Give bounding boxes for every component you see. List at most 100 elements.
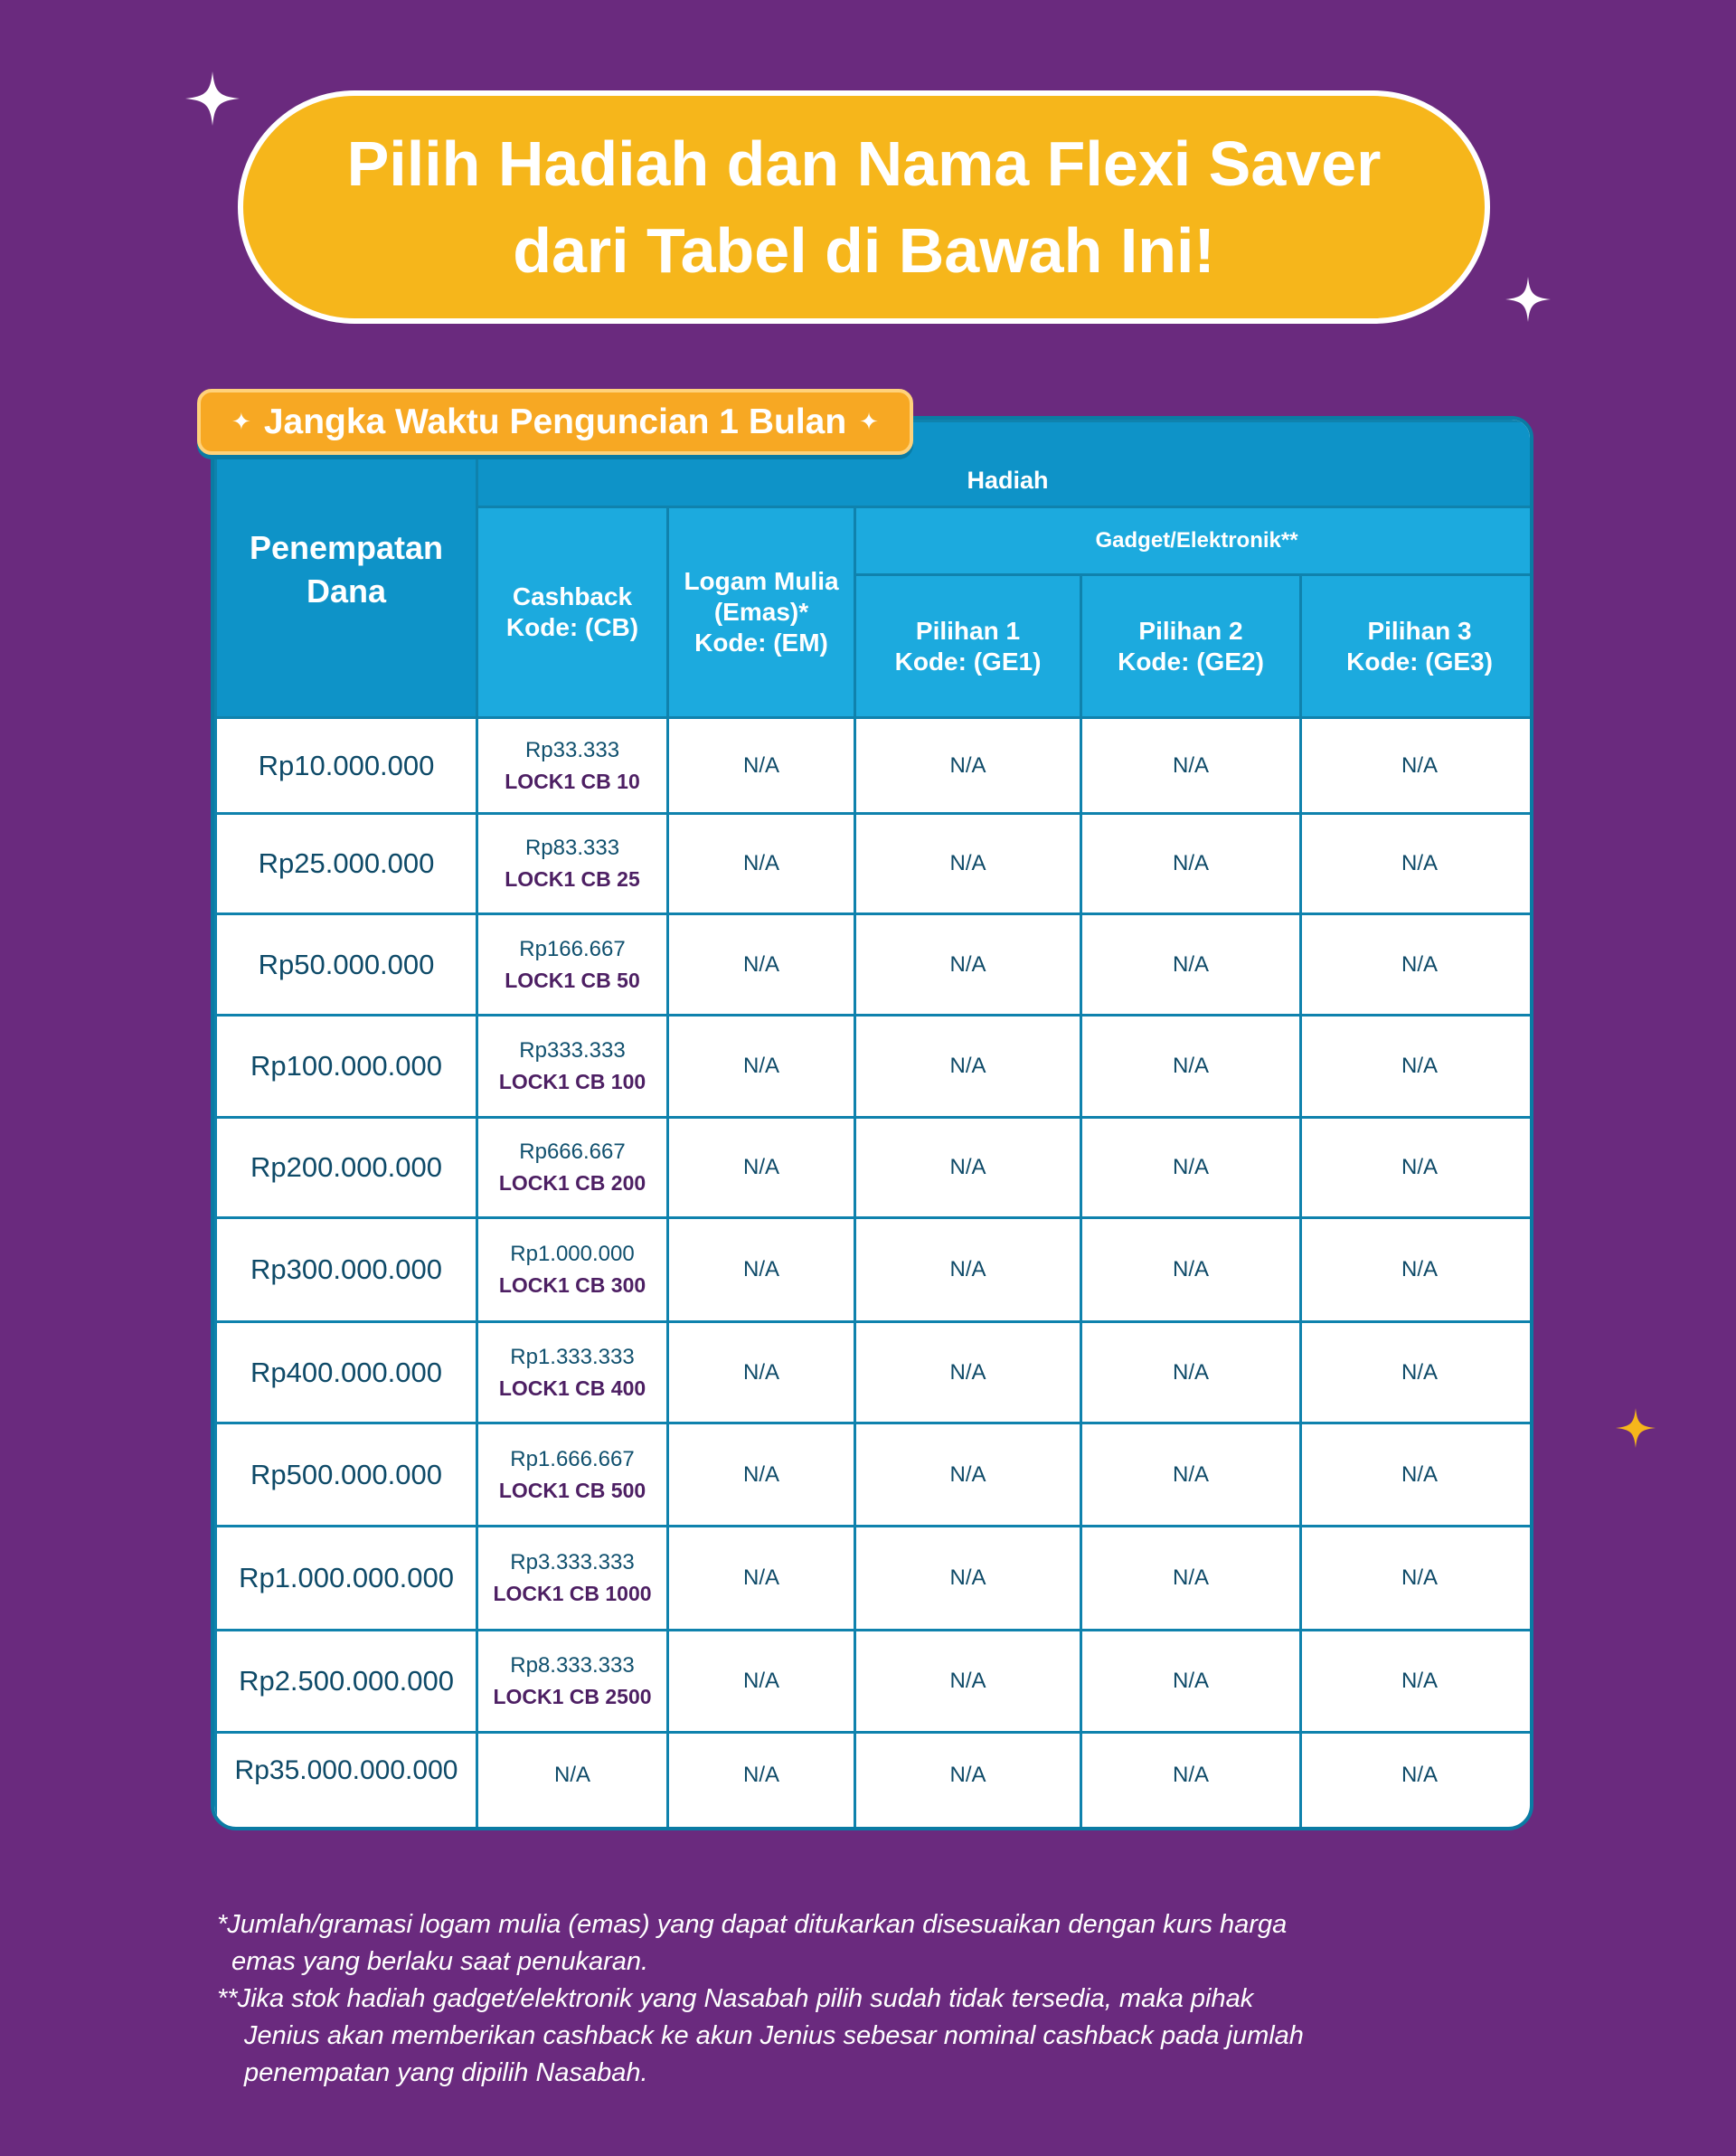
footnotes: *Jumlah/gramasi logam mulia (emas) yang … bbox=[217, 1906, 1501, 2092]
table-row: Rp200.000.000 Rp666.667 LOCK1 CB 200 N/A … bbox=[214, 1116, 1530, 1219]
pilihan-3-cell: N/A bbox=[1298, 1731, 1530, 1827]
pilihan-3-cell: N/A bbox=[1298, 1116, 1530, 1219]
table-row: Rp2.500.000.000 Rp8.333.333 LOCK1 CB 2500… bbox=[214, 1629, 1530, 1734]
logam-mulia-cell: N/A bbox=[666, 913, 856, 1017]
pilihan-1-cell: N/A bbox=[854, 1629, 1082, 1734]
pilihan-3-cell: N/A bbox=[1298, 716, 1530, 815]
pilihan-1-cell: N/A bbox=[854, 1525, 1082, 1631]
pilihan-2-cell: N/A bbox=[1080, 1014, 1302, 1119]
pilihan-3-cell: N/A bbox=[1298, 812, 1530, 915]
pilihan-1-cell: N/A bbox=[854, 1116, 1082, 1219]
header-pilihan-code: Kode: (GE2) bbox=[1118, 647, 1264, 676]
placement-amount: Rp10.000.000 bbox=[214, 716, 478, 815]
placement-amount: Rp2.500.000.000 bbox=[214, 1629, 478, 1734]
header-logam-mulia-label: Logam Mulia bbox=[684, 567, 839, 595]
pilihan-2-cell: N/A bbox=[1080, 716, 1302, 815]
placement-amount: Rp100.000.000 bbox=[214, 1014, 478, 1119]
logam-mulia-cell: N/A bbox=[666, 1014, 856, 1119]
header-pilihan-1: Pilihan 1 Kode: (GE1) bbox=[854, 573, 1082, 719]
header-pilihan-code: Kode: (GE1) bbox=[894, 647, 1042, 676]
pilihan-3-cell: N/A bbox=[1298, 1525, 1530, 1631]
logam-mulia-cell: N/A bbox=[666, 1116, 856, 1219]
cashback-value: Rp1.666.667 bbox=[510, 1446, 635, 1471]
cashback-code: LOCK1 CB 400 bbox=[498, 1376, 646, 1400]
cashback-code: LOCK1 CB 2500 bbox=[493, 1685, 652, 1708]
pilihan-2-cell: N/A bbox=[1080, 1116, 1302, 1219]
page-title-line-1: Pilih Hadiah dan Nama Flexi Saver bbox=[346, 128, 1382, 199]
cashback-code: LOCK1 CB 100 bbox=[498, 1070, 646, 1093]
logam-mulia-cell: N/A bbox=[666, 1422, 856, 1527]
logam-mulia-cell: N/A bbox=[666, 812, 856, 915]
cashback-code: LOCK1 CB 500 bbox=[498, 1478, 646, 1502]
header-pilihan-code: Kode: (GE3) bbox=[1346, 647, 1493, 676]
table-row: Rp500.000.000 Rp1.666.667 LOCK1 CB 500 N/… bbox=[214, 1422, 1530, 1527]
placement-amount: Rp35.000.000.000 bbox=[214, 1731, 478, 1827]
lock-period-label: Jangka Waktu Penguncian 1 Bulan bbox=[263, 402, 847, 441]
cashback-cell: Rp33.333 LOCK1 CB 10 bbox=[476, 716, 669, 815]
cashback-value: Rp333.333 bbox=[519, 1038, 626, 1063]
pilihan-1-cell: N/A bbox=[854, 1216, 1082, 1323]
header-penempatan-line: Penempatan bbox=[249, 528, 444, 566]
logam-mulia-cell: N/A bbox=[666, 1320, 856, 1424]
pilihan-1-cell: N/A bbox=[854, 812, 1082, 915]
page-title: Pilih Hadiah dan Nama Flexi Saver dari T… bbox=[238, 90, 1490, 324]
cashback-cell: Rp8.333.333 LOCK1 CB 2500 bbox=[476, 1629, 669, 1734]
footnote-gadget: **Jika stok hadiah gadget/elektronik yan… bbox=[217, 1981, 1501, 2092]
pilihan-1-cell: N/A bbox=[854, 1320, 1082, 1424]
cashback-value: Rp33.333 bbox=[524, 737, 620, 762]
header-cashback: Cashback Kode: (CB) bbox=[476, 506, 669, 719]
cashback-code: LOCK1 CB 25 bbox=[505, 867, 640, 891]
pilihan-2-cell: N/A bbox=[1080, 1216, 1302, 1323]
cashback-value: Rp83.333 bbox=[524, 836, 620, 860]
pilihan-2-cell: N/A bbox=[1080, 1629, 1302, 1734]
cashback-code: LOCK1 CB 300 bbox=[498, 1273, 646, 1297]
pilihan-1-cell: N/A bbox=[854, 1014, 1082, 1119]
cashback-code: LOCK1 CB 10 bbox=[505, 769, 640, 793]
pilihan-3-cell: N/A bbox=[1298, 1629, 1530, 1734]
cashback-cell: Rp166.667 LOCK1 CB 50 bbox=[476, 913, 669, 1017]
header-cashback-label: Cashback bbox=[512, 582, 633, 610]
logam-mulia-cell: N/A bbox=[666, 1525, 856, 1631]
cashback-cell: Rp333.333 LOCK1 CB 100 bbox=[476, 1014, 669, 1119]
header-pilihan-label: Pilihan 1 bbox=[915, 616, 1021, 645]
pilihan-3-cell: N/A bbox=[1298, 1320, 1530, 1424]
pilihan-2-cell: N/A bbox=[1080, 1422, 1302, 1527]
placement-amount: Rp25.000.000 bbox=[214, 812, 478, 915]
table-row: Rp100.000.000 Rp333.333 LOCK1 CB 100 N/A … bbox=[214, 1014, 1530, 1119]
placement-amount: Rp300.000.000 bbox=[214, 1216, 478, 1323]
pilihan-1-cell: N/A bbox=[854, 1731, 1082, 1827]
sparkle-icon-gold bbox=[1616, 1408, 1656, 1448]
cashback-cell: Rp83.333 LOCK1 CB 25 bbox=[476, 812, 669, 915]
cashback-cell: N/A bbox=[476, 1731, 669, 1827]
placement-amount: Rp500.000.000 bbox=[214, 1422, 478, 1527]
cashback-cell: Rp1.666.667 LOCK1 CB 500 bbox=[476, 1422, 669, 1527]
cashback-value: Rp3.333.333 bbox=[510, 1550, 635, 1574]
table-row: Rp300.000.000 Rp1.000.000 LOCK1 CB 300 N/… bbox=[214, 1216, 1530, 1323]
placement-amount: Rp200.000.000 bbox=[214, 1116, 478, 1219]
table-row: Rp1.000.000.000 Rp3.333.333 LOCK1 CB 1000… bbox=[214, 1525, 1530, 1631]
footnote-line: **Jika stok hadiah gadget/elektronik yan… bbox=[217, 1984, 1254, 2013]
star-icon: ✦ bbox=[859, 408, 879, 435]
cashback-cell: Rp1.000.000 LOCK1 CB 300 bbox=[476, 1216, 669, 1323]
logam-mulia-cell: N/A bbox=[666, 1216, 856, 1323]
header-logam-mulia: Logam Mulia (Emas)* Kode: (EM) bbox=[666, 506, 856, 719]
pilihan-3-cell: N/A bbox=[1298, 1216, 1530, 1323]
cashback-code: LOCK1 CB 200 bbox=[498, 1171, 646, 1195]
header-pilihan-2: Pilihan 2 Kode: (GE2) bbox=[1080, 573, 1302, 719]
cashback-value: Rp1.000.000 bbox=[510, 1242, 635, 1266]
header-logam-mulia-sub: (Emas)* bbox=[713, 598, 809, 626]
cashback-cell: Rp666.667 LOCK1 CB 200 bbox=[476, 1116, 669, 1219]
lock-period-badge: ✦ Jangka Waktu Penguncian 1 Bulan ✦ bbox=[197, 389, 913, 455]
page-title-line-2: dari Tabel di Bawah Ini! bbox=[513, 215, 1215, 286]
star-icon: ✦ bbox=[231, 408, 251, 435]
pilihan-2-cell: N/A bbox=[1080, 913, 1302, 1017]
pilihan-2-cell: N/A bbox=[1080, 812, 1302, 915]
pilihan-3-cell: N/A bbox=[1298, 1422, 1530, 1527]
logam-mulia-cell: N/A bbox=[666, 1629, 856, 1734]
header-penempatan-dana: Penempatan Dana bbox=[214, 420, 478, 719]
logam-mulia-cell: N/A bbox=[666, 1731, 856, 1827]
pilihan-1-cell: N/A bbox=[854, 1422, 1082, 1527]
footnote-line: *Jumlah/gramasi logam mulia (emas) yang … bbox=[217, 1910, 1288, 1939]
pilihan-2-cell: N/A bbox=[1080, 1731, 1302, 1827]
footnote-emas: *Jumlah/gramasi logam mulia (emas) yang … bbox=[217, 1906, 1501, 1981]
